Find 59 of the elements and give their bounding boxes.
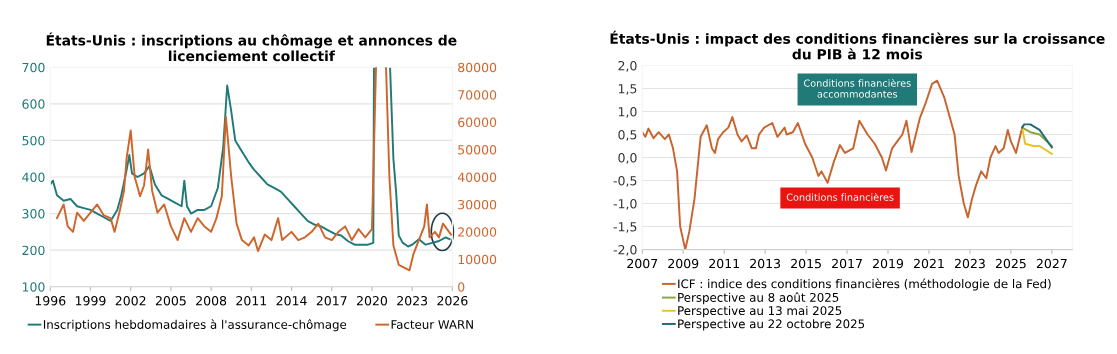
y-tick-label: -2,0 bbox=[613, 245, 637, 256]
x-tick-label: 2007 bbox=[627, 258, 658, 269]
y-tick-label: -0,5 bbox=[613, 176, 637, 187]
y-tick-label: 100 bbox=[22, 282, 45, 292]
y2-tick-label: 40000 bbox=[457, 172, 497, 182]
annotation: Conditions financières bbox=[786, 192, 894, 201]
x-tick-label: 2017 bbox=[316, 295, 347, 306]
y-tick-label: -1,5 bbox=[613, 222, 637, 233]
y2-tick-label: 20000 bbox=[458, 227, 497, 237]
x-tick-label: 2023 bbox=[397, 295, 428, 306]
x-tick-label: 2008 bbox=[196, 295, 227, 306]
y2-tick-label: 10000 bbox=[458, 254, 497, 265]
y2-tick-label: 50000 bbox=[458, 145, 497, 155]
legend-label: Facteur WARN bbox=[391, 320, 473, 329]
x-tick-label: 1996 bbox=[35, 295, 66, 306]
x-tick-label: 2011 bbox=[236, 295, 267, 306]
legend-label: ICF : indice des conditions financières (méthodologie de la Fed) bbox=[678, 278, 1051, 291]
y2-tick-label: 60000 bbox=[458, 117, 497, 128]
y-tick-label: 200 bbox=[22, 245, 45, 256]
y-tick-label: 700 bbox=[22, 62, 45, 73]
legend-label: Perspective au 8 août 2025 bbox=[678, 292, 839, 305]
line-series bbox=[642, 79, 1024, 250]
y-tick-label: 2,0 bbox=[618, 60, 637, 72]
legend-label: Perspective au 13 mai 2025 bbox=[678, 305, 842, 318]
y-tick-label: 0,5 bbox=[618, 129, 637, 141]
y-tick-label: 300 bbox=[22, 209, 45, 219]
x-tick-label: 2002 bbox=[115, 295, 146, 306]
x-tick-label: 2019 bbox=[873, 258, 904, 269]
y2-tick-label: 70000 bbox=[458, 90, 497, 100]
y2-tick-label: 0 bbox=[458, 282, 465, 292]
x-tick-label: 2015 bbox=[791, 258, 821, 269]
x-tick-label: 2009 bbox=[668, 258, 699, 269]
y-tick-label: 0,0 bbox=[618, 153, 637, 164]
y2-tick-label: 30000 bbox=[458, 199, 497, 210]
x-tick-label: 2011 bbox=[709, 258, 739, 269]
legend-label: Inscriptions hebdomadaires à l'assurance-chômage bbox=[43, 319, 347, 332]
line-series bbox=[1021, 126, 1053, 155]
x-tick-label: 2027 bbox=[1036, 258, 1067, 269]
x-tick-label: 2005 bbox=[155, 295, 186, 306]
annotation: Conditions financières accommodantes bbox=[803, 78, 911, 98]
legend-label: Perspective au 22 octobre 2025 bbox=[678, 319, 865, 331]
x-tick-label: 2014 bbox=[276, 295, 307, 306]
y-tick-label: -1,0 bbox=[613, 199, 637, 210]
y-tick-label: 500 bbox=[22, 135, 45, 146]
x-tick-label: 2013 bbox=[750, 258, 781, 269]
y-tick-label: 400 bbox=[22, 172, 45, 182]
x-tick-label: 2021 bbox=[913, 258, 944, 269]
y-tick-label: 1,5 bbox=[618, 84, 637, 95]
x-tick-label: 1999 bbox=[75, 295, 106, 306]
y2-tick-label: 80000 bbox=[458, 62, 497, 73]
x-tick-label: 2025 bbox=[995, 258, 1026, 269]
y-tick-label: 600 bbox=[22, 99, 45, 109]
chart-title: États-Unis : inscriptions au chômage et annonces de licenciement collectif bbox=[46, 32, 457, 62]
x-tick-label: 2026 bbox=[437, 295, 468, 306]
x-tick-label: 2023 bbox=[954, 258, 985, 269]
x-tick-label: 2020 bbox=[356, 295, 388, 306]
chart-title: États-Unis : impact des conditions financières sur la croissance du PIB à 12 mois bbox=[610, 30, 1105, 60]
y-tick-label: 1,0 bbox=[618, 106, 637, 118]
x-tick-label: 2017 bbox=[832, 258, 862, 269]
